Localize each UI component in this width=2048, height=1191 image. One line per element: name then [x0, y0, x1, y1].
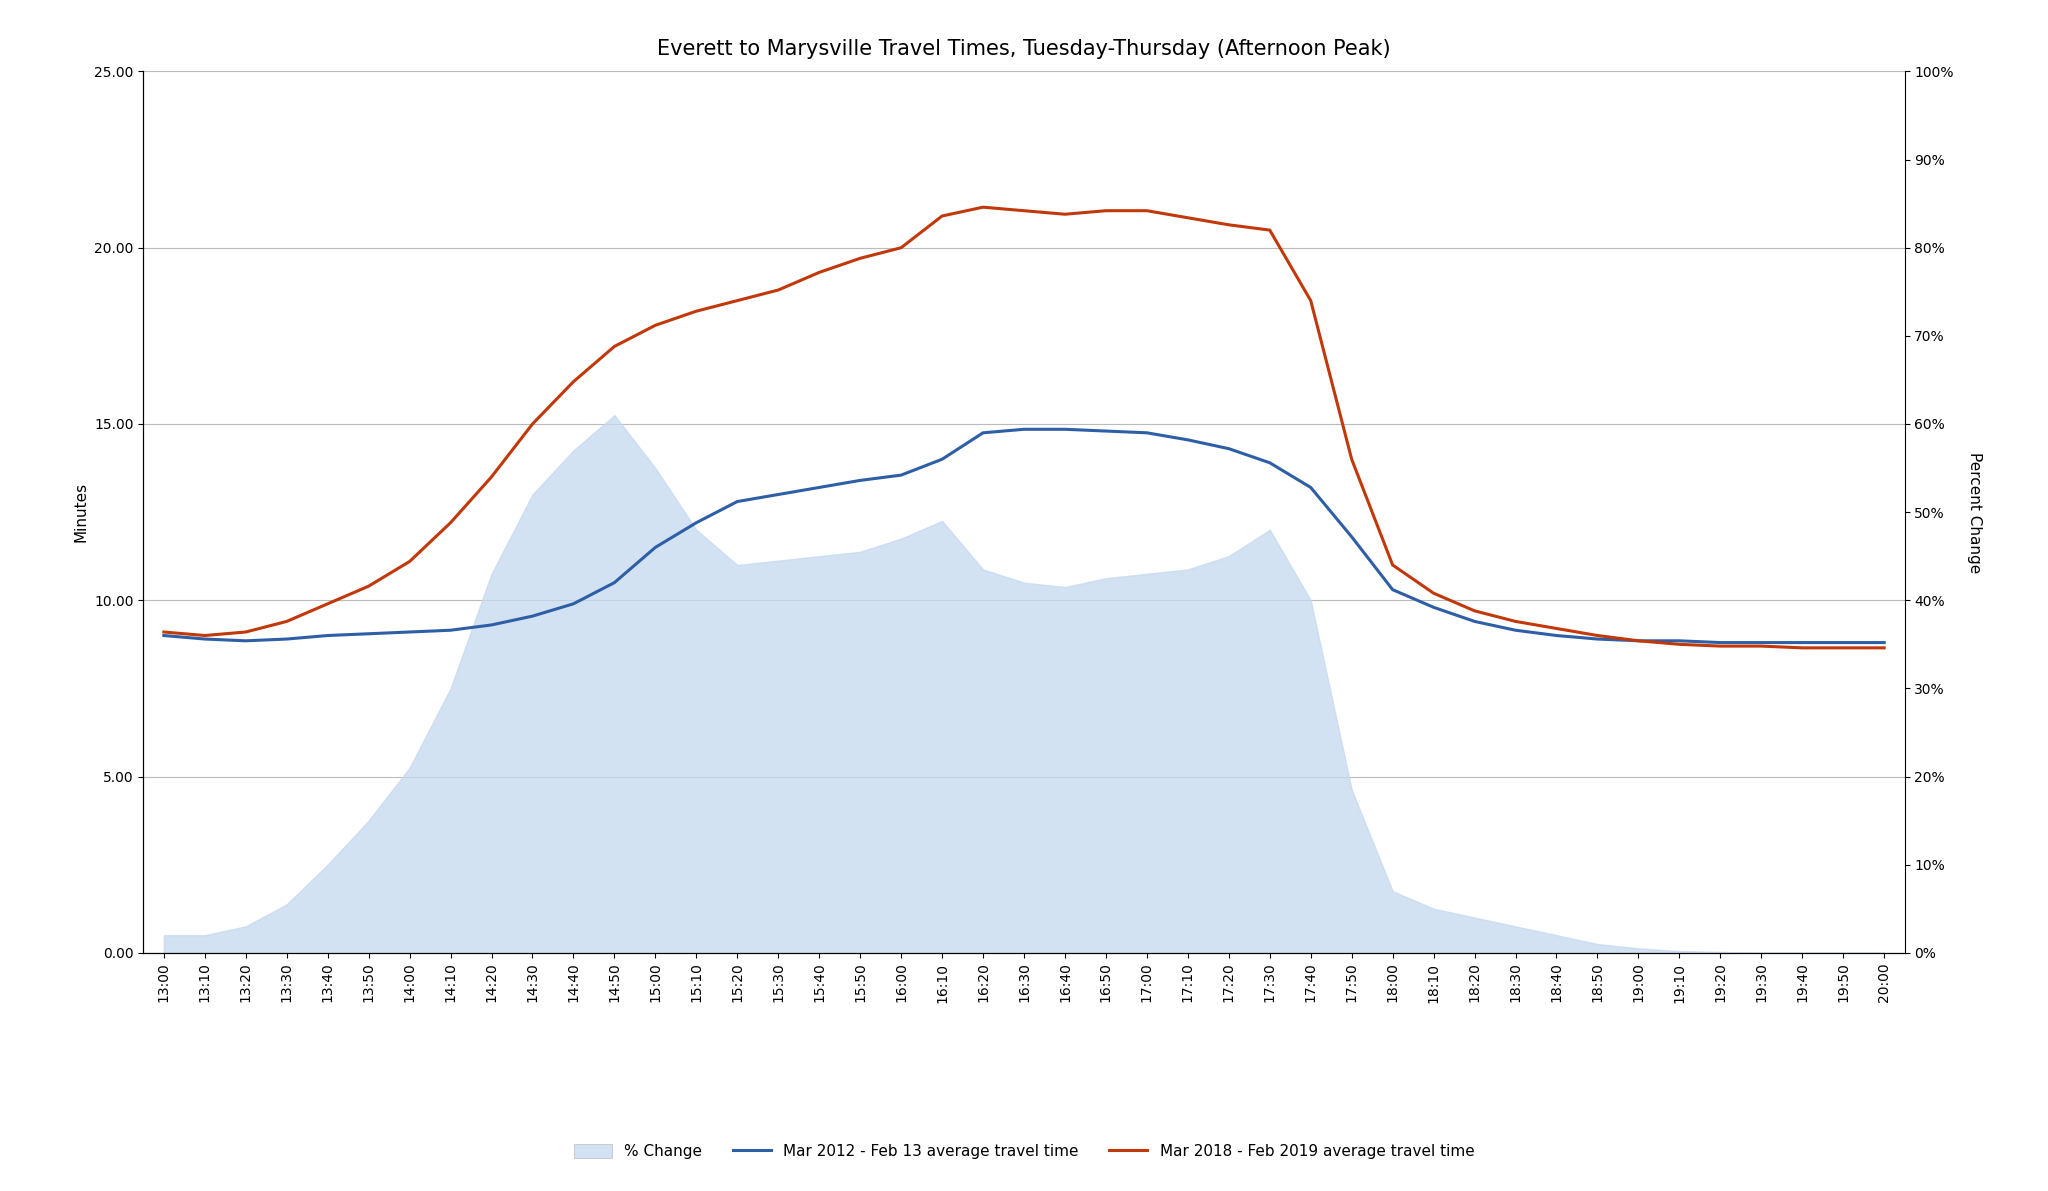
Mar 2018 - Feb 2019 average travel time [1176, 211, 1200, 225]
Mar 2012 - Feb 13 average travel time [479, 618, 504, 632]
Mar 2018 - Feb 2019 average travel time [684, 304, 709, 318]
Mar 2018 - Feb 2019 average travel time [1872, 641, 1896, 655]
Mar 2018 - Feb 2019 average travel time [889, 241, 913, 255]
Mar 2012 - Feb 13 average travel time [1094, 424, 1118, 438]
Mar 2012 - Feb 13 average travel time [684, 516, 709, 530]
Mar 2012 - Feb 13 average travel time [356, 626, 381, 641]
Mar 2012 - Feb 13 average travel time [1012, 422, 1036, 436]
Mar 2012 - Feb 13 average travel time [274, 632, 299, 647]
Mar 2018 - Feb 2019 average travel time [1626, 634, 1651, 648]
Mar 2012 - Feb 13 average travel time [1380, 582, 1405, 597]
Mar 2018 - Feb 2019 average travel time [643, 318, 668, 332]
Mar 2012 - Feb 13 average travel time [1708, 636, 1733, 650]
Line: Mar 2012 - Feb 13 average travel time: Mar 2012 - Feb 13 average travel time [164, 429, 1884, 643]
Mar 2018 - Feb 2019 average travel time [561, 374, 586, 388]
Mar 2018 - Feb 2019 average travel time [848, 251, 872, 266]
Mar 2018 - Feb 2019 average travel time [1339, 453, 1364, 467]
Mar 2012 - Feb 13 average travel time [930, 453, 954, 467]
Mar 2012 - Feb 13 average travel time [1217, 442, 1241, 456]
Mar 2018 - Feb 2019 average travel time [520, 417, 545, 431]
Mar 2012 - Feb 13 average travel time [315, 629, 340, 643]
Mar 2018 - Feb 2019 average travel time [397, 554, 422, 568]
Mar 2012 - Feb 13 average travel time [1421, 600, 1446, 615]
Mar 2018 - Feb 2019 average travel time [479, 469, 504, 484]
Mar 2012 - Feb 13 average travel time [152, 629, 176, 643]
Mar 2018 - Feb 2019 average travel time [1012, 204, 1036, 218]
Mar 2012 - Feb 13 average travel time [520, 609, 545, 623]
Mar 2012 - Feb 13 average travel time [1257, 456, 1282, 470]
Mar 2012 - Feb 13 average travel time [725, 494, 750, 509]
Mar 2012 - Feb 13 average travel time [438, 623, 463, 637]
Mar 2018 - Feb 2019 average travel time [930, 208, 954, 223]
Mar 2012 - Feb 13 average travel time [1667, 634, 1692, 648]
Mar 2018 - Feb 2019 average travel time [766, 283, 791, 298]
Mar 2012 - Feb 13 average travel time [1135, 425, 1159, 439]
Mar 2012 - Feb 13 average travel time [889, 468, 913, 482]
Mar 2018 - Feb 2019 average travel time [1831, 641, 1855, 655]
Mar 2018 - Feb 2019 average travel time [356, 579, 381, 593]
Mar 2018 - Feb 2019 average travel time [1585, 629, 1610, 643]
Mar 2018 - Feb 2019 average travel time [1790, 641, 1815, 655]
Mar 2018 - Feb 2019 average travel time [725, 293, 750, 307]
Mar 2012 - Feb 13 average travel time [1544, 629, 1569, 643]
Mar 2018 - Feb 2019 average travel time [1503, 615, 1528, 629]
Mar 2018 - Feb 2019 average travel time [152, 625, 176, 640]
Mar 2018 - Feb 2019 average travel time [971, 200, 995, 214]
Mar 2018 - Feb 2019 average travel time [1421, 586, 1446, 600]
Mar 2018 - Feb 2019 average travel time [1708, 638, 1733, 653]
Mar 2012 - Feb 13 average travel time [1176, 432, 1200, 447]
Mar 2018 - Feb 2019 average travel time [1094, 204, 1118, 218]
Mar 2012 - Feb 13 average travel time [807, 480, 831, 494]
Mar 2018 - Feb 2019 average travel time [193, 629, 217, 643]
Mar 2012 - Feb 13 average travel time [561, 597, 586, 611]
Mar 2012 - Feb 13 average travel time [643, 541, 668, 555]
Mar 2012 - Feb 13 average travel time [233, 634, 258, 648]
Mar 2012 - Feb 13 average travel time [193, 632, 217, 647]
Mar 2012 - Feb 13 average travel time [1831, 636, 1855, 650]
Mar 2018 - Feb 2019 average travel time [1257, 223, 1282, 237]
Mar 2012 - Feb 13 average travel time [1749, 636, 1774, 650]
Mar 2012 - Feb 13 average travel time [1585, 632, 1610, 647]
Mar 2018 - Feb 2019 average travel time [807, 266, 831, 280]
Mar 2018 - Feb 2019 average travel time [438, 516, 463, 530]
Mar 2018 - Feb 2019 average travel time [315, 597, 340, 611]
Mar 2018 - Feb 2019 average travel time [233, 625, 258, 640]
Mar 2018 - Feb 2019 average travel time [602, 339, 627, 354]
Mar 2018 - Feb 2019 average travel time [274, 615, 299, 629]
Mar 2012 - Feb 13 average travel time [1339, 530, 1364, 544]
Y-axis label: Percent Change: Percent Change [1966, 451, 1982, 573]
Mar 2012 - Feb 13 average travel time [1503, 623, 1528, 637]
Mar 2018 - Feb 2019 average travel time [1462, 604, 1487, 618]
Mar 2012 - Feb 13 average travel time [1462, 615, 1487, 629]
Mar 2018 - Feb 2019 average travel time [1667, 637, 1692, 651]
Mar 2012 - Feb 13 average travel time [848, 473, 872, 487]
Mar 2012 - Feb 13 average travel time [766, 487, 791, 501]
Mar 2018 - Feb 2019 average travel time [1217, 218, 1241, 232]
Mar 2012 - Feb 13 average travel time [397, 625, 422, 640]
Mar 2012 - Feb 13 average travel time [971, 425, 995, 439]
Mar 2012 - Feb 13 average travel time [1872, 636, 1896, 650]
Mar 2012 - Feb 13 average travel time [1053, 422, 1077, 436]
Line: Mar 2018 - Feb 2019 average travel time: Mar 2018 - Feb 2019 average travel time [164, 207, 1884, 648]
Mar 2018 - Feb 2019 average travel time [1298, 293, 1323, 307]
Mar 2012 - Feb 13 average travel time [602, 575, 627, 590]
Mar 2018 - Feb 2019 average travel time [1135, 204, 1159, 218]
Mar 2012 - Feb 13 average travel time [1298, 480, 1323, 494]
Legend: % Change, Mar 2012 - Feb 13 average travel time, Mar 2018 - Feb 2019 average tra: % Change, Mar 2012 - Feb 13 average trav… [567, 1139, 1481, 1166]
Mar 2018 - Feb 2019 average travel time [1053, 207, 1077, 222]
Mar 2018 - Feb 2019 average travel time [1749, 638, 1774, 653]
Title: Everett to Marysville Travel Times, Tuesday-Thursday (Afternoon Peak): Everett to Marysville Travel Times, Tues… [657, 39, 1391, 58]
Mar 2012 - Feb 13 average travel time [1626, 634, 1651, 648]
Mar 2018 - Feb 2019 average travel time [1544, 622, 1569, 636]
Mar 2018 - Feb 2019 average travel time [1380, 557, 1405, 572]
Y-axis label: Minutes: Minutes [74, 482, 88, 542]
Mar 2012 - Feb 13 average travel time [1790, 636, 1815, 650]
